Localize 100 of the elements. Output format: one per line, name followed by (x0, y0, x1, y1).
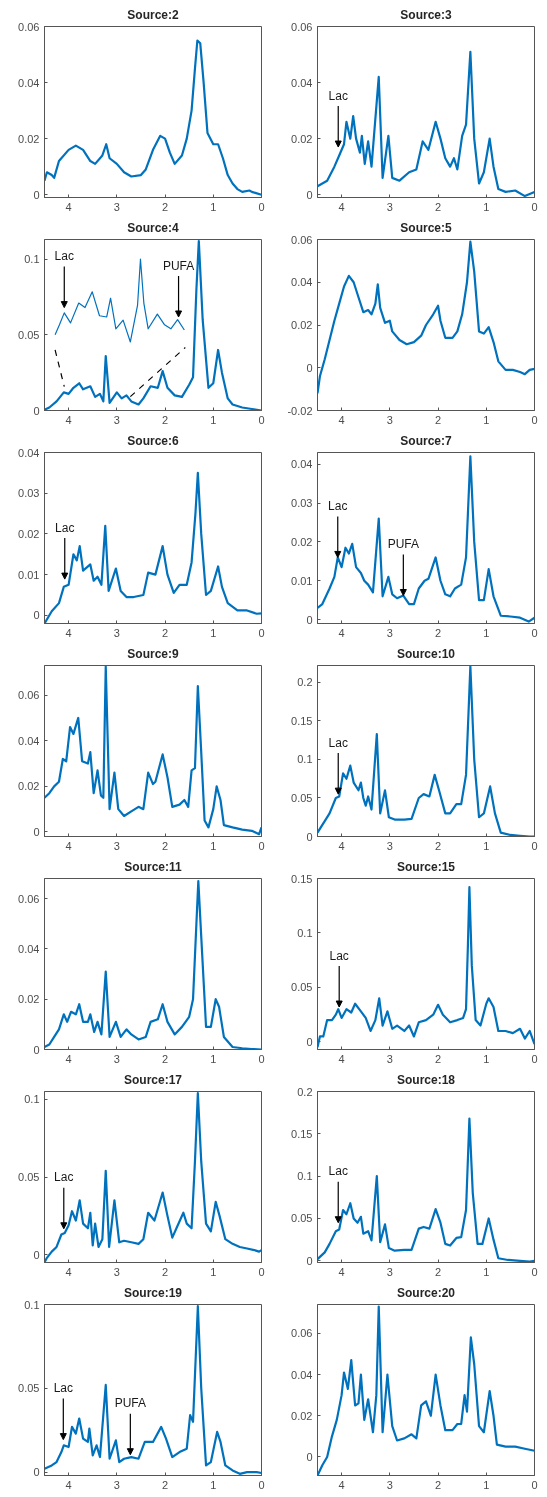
y-tick-label: 0 (33, 1466, 40, 1479)
y-tick-label: 0.2 (297, 676, 313, 689)
y-tick-label: 0 (33, 825, 40, 838)
y-tick-label: 0 (33, 1248, 40, 1261)
y-tick-label: 0.15 (291, 872, 313, 885)
y-tick-label: 0.1 (24, 1093, 40, 1106)
x-tick-label: 4 (65, 413, 72, 426)
x-tick-label: 2 (435, 413, 442, 426)
y-tick-label: 0 (306, 361, 313, 374)
chart-title: Source:17 (123, 1072, 183, 1087)
annotation: Lac (54, 249, 74, 264)
y-tick-label: 0.03 (291, 497, 313, 510)
chart-title: Source:18 (396, 1072, 456, 1087)
annotation: Lac (328, 88, 348, 103)
y-tick-label: 0.02 (18, 132, 40, 145)
x-tick-label: 1 (210, 413, 217, 426)
x-tick-label: 3 (113, 1265, 120, 1278)
y-tick-label: 0.1 (297, 753, 313, 766)
x-tick-label: 1 (210, 1478, 217, 1491)
y-tick-label: 0.04 (291, 1368, 313, 1381)
y-tick-label: 0.1 (297, 1170, 313, 1183)
y-tick-label: 0.06 (18, 689, 40, 702)
y-tick-label: 0 (33, 188, 40, 201)
y-tick-label: 0.03 (18, 487, 40, 500)
chart-title: Source:4 (127, 220, 179, 235)
y-tick-label: 0.05 (291, 791, 313, 804)
x-tick-label: 3 (113, 1478, 120, 1491)
y-tick-label: 0.06 (291, 1327, 313, 1340)
y-tick-label: 0.05 (18, 1382, 40, 1395)
x-tick-label: 4 (338, 1478, 345, 1491)
x-tick-label: 2 (435, 1052, 442, 1065)
x-tick-label: 3 (113, 839, 120, 852)
x-tick-label: 3 (113, 413, 120, 426)
y-tick-label: 0.04 (291, 76, 313, 89)
x-tick-label: 2 (162, 1052, 169, 1065)
annotation: Lac (328, 1164, 348, 1179)
annotation: Lac (328, 735, 348, 750)
x-tick-label: 1 (210, 839, 217, 852)
y-tick-label: 0.15 (291, 1127, 313, 1140)
x-tick-label: 2 (162, 1265, 169, 1278)
y-tick-label: 0.04 (18, 76, 40, 89)
y-tick-label: 0.05 (18, 1171, 40, 1183)
x-tick-label: 0 (531, 1052, 538, 1065)
x-tick-label: 0 (531, 413, 538, 426)
chart-title: Source:9 (127, 646, 179, 661)
x-tick-label: 4 (338, 1052, 345, 1065)
y-tick-label: 0.02 (291, 1409, 313, 1422)
chart-title: Source:3 (400, 7, 452, 22)
x-tick-label: 1 (483, 200, 490, 213)
chart-title: Source:19 (123, 1285, 183, 1300)
y-tick-label: 0.01 (291, 574, 313, 587)
annotation: Lac (328, 498, 348, 513)
x-tick-label: 2 (162, 413, 169, 426)
x-tick-label: 3 (386, 413, 393, 426)
y-tick-label: 0.05 (291, 981, 313, 994)
chart-title: Source:5 (400, 220, 452, 235)
y-tick-label: 0.1 (24, 253, 40, 266)
y-tick-label: 0.06 (18, 892, 40, 905)
chart-title: Source:10 (396, 646, 456, 661)
x-tick-label: 4 (338, 413, 345, 426)
y-tick-label: 0.06 (18, 20, 40, 33)
x-tick-label: 0 (531, 1265, 538, 1278)
y-tick-label: 0.05 (291, 1212, 313, 1225)
x-tick-label: 4 (65, 626, 72, 639)
x-tick-label: 3 (386, 1478, 393, 1491)
y-tick-label: 0 (33, 404, 40, 417)
chart-title: Source:20 (396, 1285, 456, 1300)
y-tick-label: 0 (306, 1254, 313, 1267)
y-tick-label: 0.04 (291, 276, 313, 289)
x-tick-label: 3 (386, 1265, 393, 1278)
x-tick-label: 0 (258, 839, 265, 852)
x-tick-label: 3 (113, 1052, 120, 1065)
y-tick-label: 0.02 (18, 993, 40, 1006)
y-tick-label: -0.02 (287, 404, 313, 417)
x-tick-label: 3 (386, 839, 393, 852)
y-tick-label: 0 (33, 609, 40, 622)
x-tick-label: 1 (483, 1478, 490, 1491)
y-tick-label: 0 (306, 1450, 313, 1463)
y-tick-label: 0.04 (18, 734, 40, 747)
x-tick-label: 3 (386, 626, 393, 639)
x-tick-label: 0 (258, 413, 265, 426)
x-tick-label: 0 (258, 1478, 265, 1491)
annotation: Lac (329, 948, 349, 963)
x-tick-label: 4 (65, 1265, 72, 1278)
x-tick-label: 4 (65, 839, 72, 852)
x-tick-label: 0 (258, 1052, 265, 1065)
annotation: Lac (54, 1170, 74, 1185)
x-tick-label: 0 (531, 626, 538, 639)
chart-title: Source:6 (127, 433, 179, 448)
annotation: Lac (55, 520, 75, 535)
annotation: PUFA (162, 258, 195, 273)
chart-title: Source:7 (400, 433, 452, 448)
x-tick-label: 0 (258, 626, 265, 639)
y-tick-label: 0 (306, 613, 313, 626)
x-tick-label: 2 (162, 839, 169, 852)
x-tick-label: 4 (338, 200, 345, 213)
y-tick-label: 0.06 (291, 233, 313, 246)
y-tick-label: 0.06 (291, 20, 313, 33)
annotation: PUFA (387, 537, 420, 552)
x-tick-label: 1 (210, 1265, 217, 1278)
